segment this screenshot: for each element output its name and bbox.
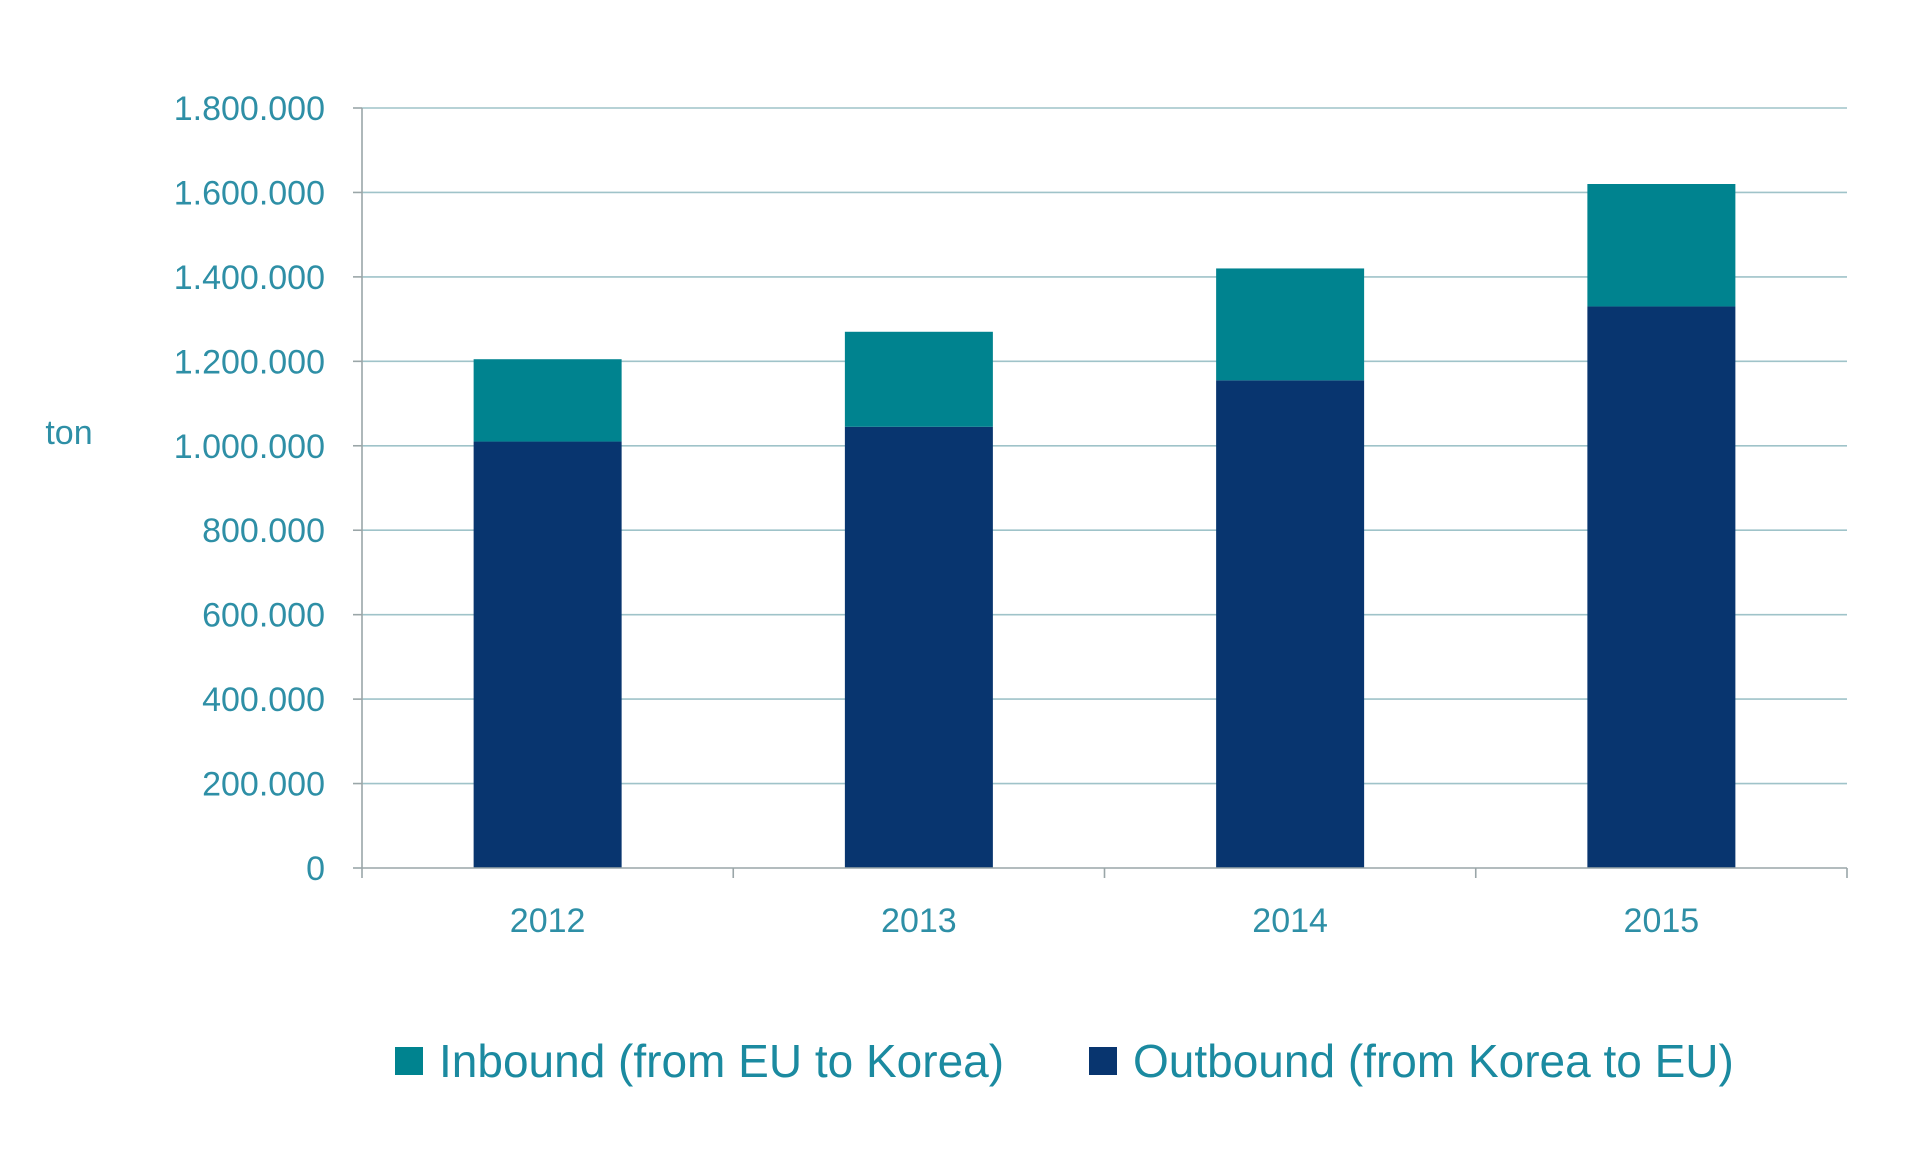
x-tick-label: 2014 <box>1252 902 1328 940</box>
y-tick-label: 200.000 <box>202 766 325 804</box>
legend-label: Outbound (from Korea to EU) <box>1133 1035 1734 1087</box>
x-tick-labels: 2012 2013 2014 2015 <box>510 902 1699 940</box>
y-tick-label: 1.600.000 <box>174 174 325 212</box>
axes <box>353 107 1848 878</box>
legend: Inbound (from EU to Korea) Outbound (from… <box>395 1035 1734 1087</box>
bars <box>473 184 1736 868</box>
y-tick-label: 1.400.000 <box>174 259 325 297</box>
y-tick-label: 1.000.000 <box>174 428 325 466</box>
bar-inbound-2014 <box>1216 268 1365 381</box>
y-tick-label: 1.800.000 <box>174 90 325 128</box>
y-tick-labels: 0 200.000 400.000 600.000 800.000 1.000.000 1.… <box>174 90 325 888</box>
bar-outbound-2013 <box>844 426 993 868</box>
bar-inbound-2013 <box>844 331 993 427</box>
y-tick-label: 800.000 <box>202 512 325 550</box>
bar-outbound-2015 <box>1587 306 1736 868</box>
legend-label: Inbound (from EU to Korea) <box>439 1035 1004 1087</box>
x-tick-label: 2013 <box>881 902 957 940</box>
bar-inbound-2015 <box>1587 184 1736 307</box>
bar-outbound-2012 <box>473 441 622 868</box>
legend-swatch <box>395 1047 423 1075</box>
bar-inbound-2012 <box>473 359 622 442</box>
x-tick-label: 2015 <box>1624 902 1700 940</box>
y-tick-label: 600.000 <box>202 597 325 635</box>
y-tick-label: 1.200.000 <box>174 343 325 381</box>
bar-outbound-2014 <box>1216 380 1365 868</box>
x-tick-label: 2012 <box>510 902 586 940</box>
legend-swatch <box>1089 1047 1117 1075</box>
y-tick-label: 0 <box>306 850 325 888</box>
y-axis-title: ton <box>45 414 92 452</box>
y-tick-label: 400.000 <box>202 681 325 719</box>
